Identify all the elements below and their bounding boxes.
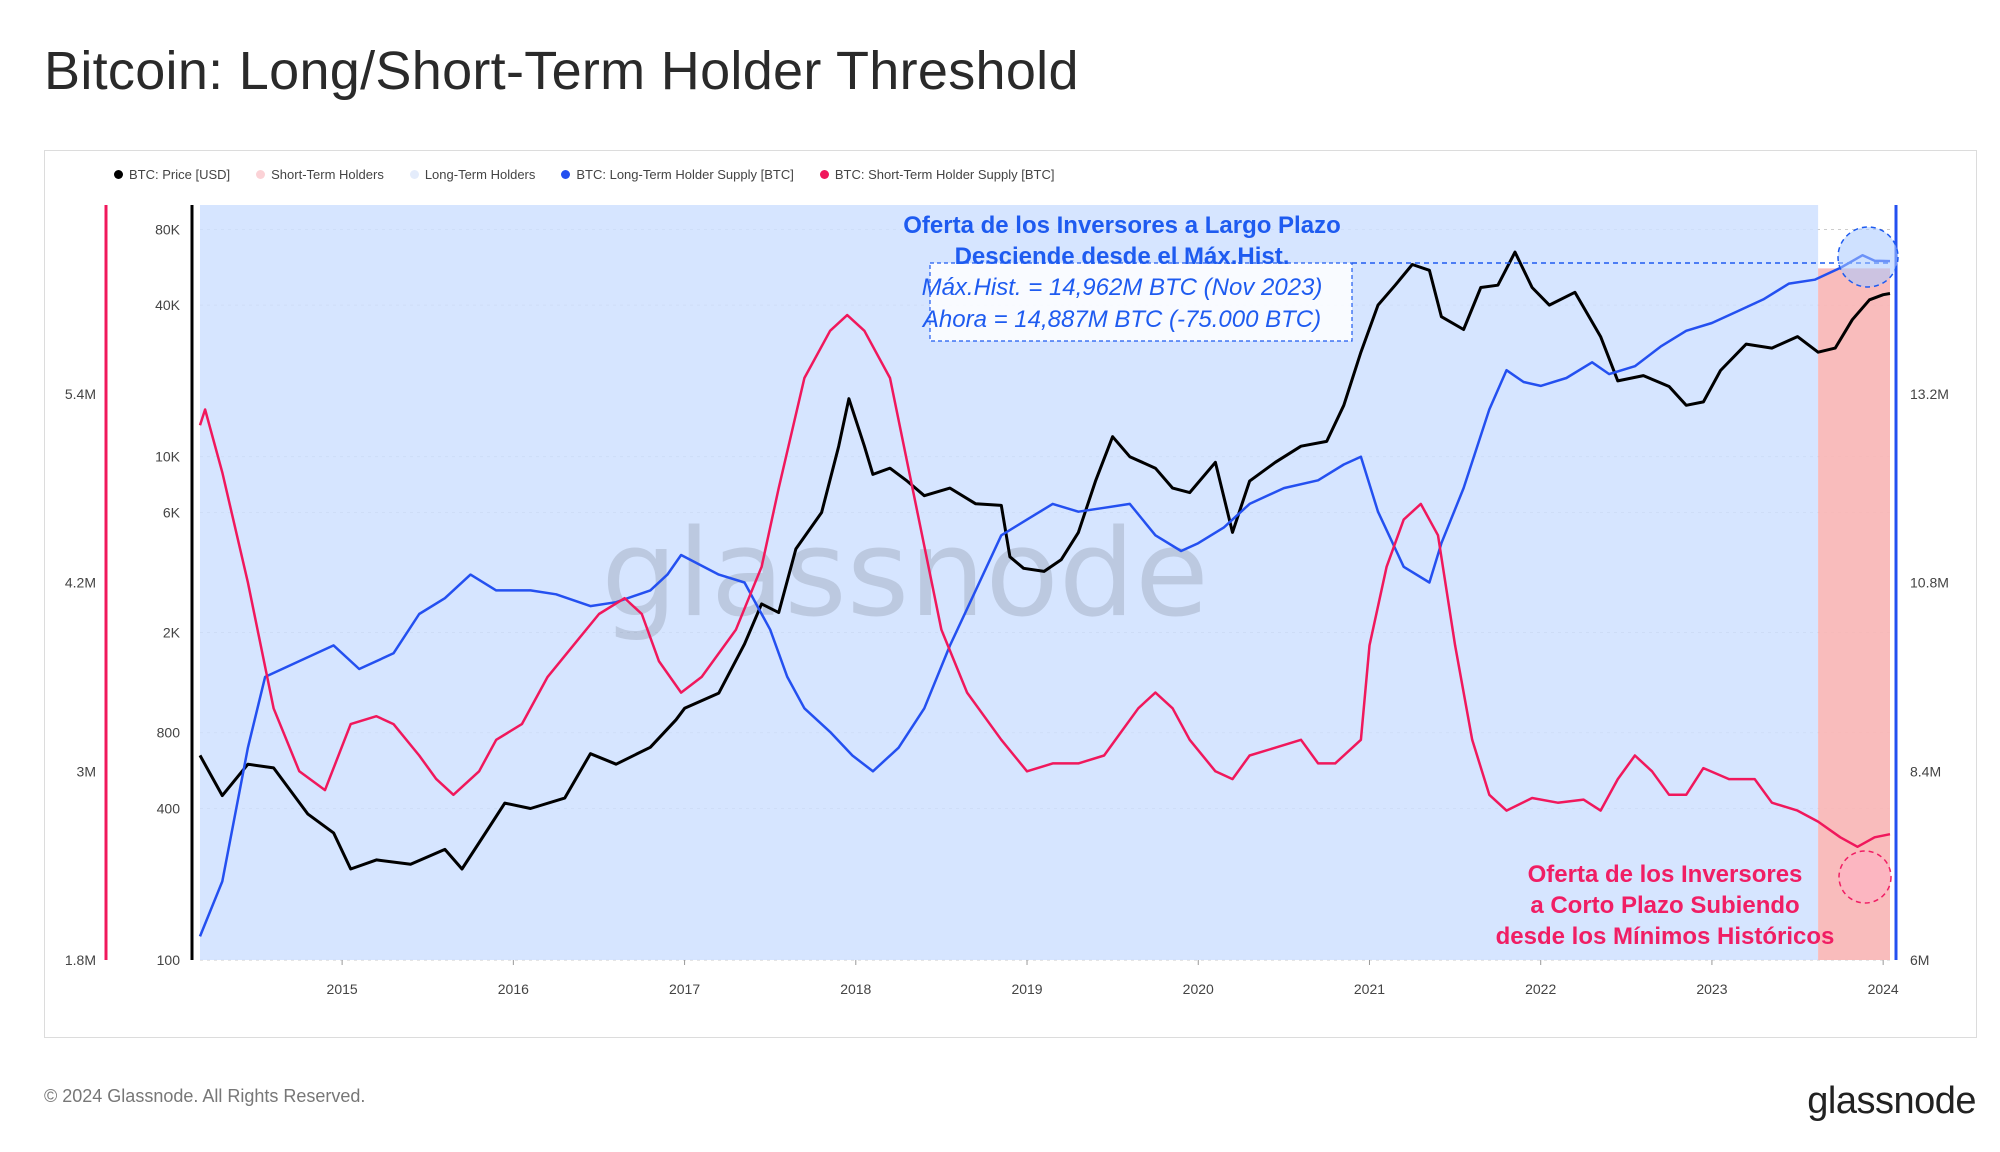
x-tick-label: 2018 bbox=[840, 981, 871, 997]
lth-tick-label: 6M bbox=[1910, 952, 1929, 968]
legend-dot-sth-band bbox=[256, 169, 266, 179]
annotation-layer: Oferta de los Inversores a Largo Plazo D… bbox=[903, 212, 1899, 950]
legend-item-lth-supply[interactable]: BTC: Long-Term Holder Supply [BTC] bbox=[561, 166, 794, 182]
lth-tick-label: 10.8M bbox=[1910, 575, 1949, 591]
price-tick-label: 400 bbox=[157, 800, 181, 816]
page-title: Bitcoin: Long/Short-Term Holder Threshol… bbox=[44, 41, 1079, 101]
axis-layer: 100 400 800 2K 6K 10K 40K 80K 1.8M 3M 4.2M 5.4M 6M 8.… bbox=[65, 205, 1949, 997]
sth-tick-label: 5.4M bbox=[65, 386, 96, 402]
watermark: glassnode bbox=[601, 505, 1209, 644]
lth-annotation-line1: Oferta de los Inversores a Largo Plazo bbox=[903, 212, 1340, 239]
legend-item-lth-band[interactable]: Long-Term Holders bbox=[409, 166, 536, 182]
legend-dot-price bbox=[114, 169, 123, 179]
legend-dot-lth-band bbox=[409, 169, 419, 179]
sth-tick-label: 4.2M bbox=[65, 575, 96, 591]
price-tick-label: 40K bbox=[155, 297, 181, 313]
x-tick-label: 2017 bbox=[669, 981, 700, 997]
legend-dot-lth-supply bbox=[561, 169, 571, 179]
price-tick-label: 10K bbox=[155, 449, 181, 465]
legend-label: BTC: Long-Term Holder Supply [BTC] bbox=[576, 166, 794, 182]
legend-item-sth-supply[interactable]: BTC: Short-Term Holder Supply [BTC] bbox=[819, 166, 1055, 182]
legend-label: BTC: Price [USD] bbox=[129, 166, 231, 182]
lth-annotation-line3: Máx.Hist. = 14,962M BTC (Nov 2023) bbox=[922, 274, 1323, 301]
sth-low-highlight-circle bbox=[1838, 850, 1892, 904]
legend-label: Long-Term Holders bbox=[424, 166, 536, 182]
sth-annotation-line2: a Corto Plazo Subiendo bbox=[1530, 892, 1799, 919]
series-layer bbox=[198, 250, 1891, 937]
x-tick-label: 2016 bbox=[498, 981, 529, 997]
x-tick-label: 2015 bbox=[327, 981, 358, 997]
chart-legend: BTC: Price [USD] Short-Term Holders Long… bbox=[114, 164, 1054, 184]
x-tick-label: 2022 bbox=[1525, 981, 1556, 997]
lth-supply-line bbox=[198, 253, 1891, 937]
sth-tick-label: 1.8M bbox=[65, 952, 96, 968]
lth-annotation-line2: Desciende desde el Máx.Hist. bbox=[955, 243, 1290, 270]
lth-tick-label: 8.4M bbox=[1910, 763, 1941, 779]
price-line bbox=[198, 250, 1891, 871]
x-tick-label: 2021 bbox=[1354, 981, 1385, 997]
legend-item-price[interactable]: BTC: Price [USD] bbox=[114, 167, 230, 182]
lth-tick-label: 13.2M bbox=[1910, 386, 1949, 402]
price-tick-label: 80K bbox=[155, 221, 181, 237]
copyright-notice: © 2024 Glassnode. All Rights Reserved. bbox=[44, 1086, 366, 1106]
price-tick-label: 800 bbox=[157, 725, 181, 741]
legend-label: BTC: Short-Term Holder Supply [BTC] bbox=[834, 166, 1055, 182]
x-tick-label: 2020 bbox=[1183, 981, 1214, 997]
price-tick-label: 6K bbox=[163, 504, 181, 520]
x-tick-label: 2024 bbox=[1868, 981, 1899, 997]
lth-annotation-line4: Ahora = 14,887M BTC (-75.000 BTC) bbox=[921, 306, 1321, 333]
x-tick-label: 2019 bbox=[1011, 981, 1042, 997]
sth-annotation-line3: desde los Mínimos Históricos bbox=[1496, 923, 1835, 950]
sth-supply-line bbox=[198, 313, 1891, 849]
brand-logo[interactable]: glassnode bbox=[1807, 1080, 1976, 1122]
legend-dot-sth-supply bbox=[819, 169, 829, 179]
price-tick-label: 100 bbox=[157, 952, 181, 968]
legend-item-sth-band[interactable]: Short-Term Holders bbox=[256, 167, 384, 182]
legend-label: Short-Term Holders bbox=[271, 166, 384, 182]
chart-frame bbox=[44, 150, 1977, 1038]
sth-annotation-line1: Oferta de los Inversores bbox=[1528, 861, 1803, 888]
sth-tick-label: 3M bbox=[77, 763, 96, 779]
lth-ath-highlight-circle bbox=[1837, 226, 1899, 288]
x-tick-label: 2023 bbox=[1696, 981, 1727, 997]
price-tick-label: 2K bbox=[163, 625, 181, 641]
lth-annotation-box bbox=[929, 262, 1353, 342]
